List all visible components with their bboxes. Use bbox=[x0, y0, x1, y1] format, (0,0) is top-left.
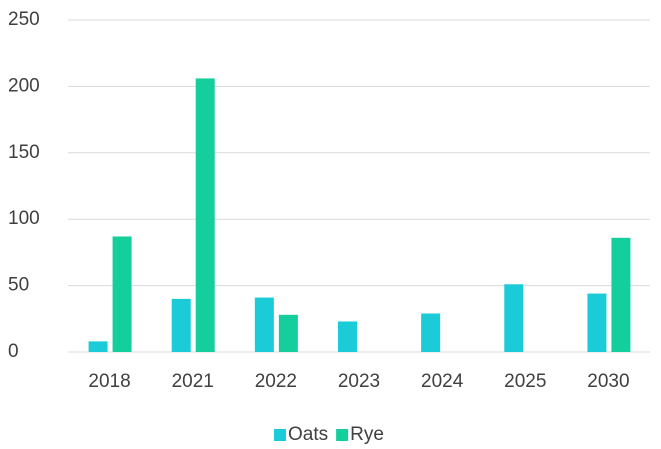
bar bbox=[278, 314, 298, 352]
x-tick-label: 2018 bbox=[88, 371, 130, 392]
bar bbox=[171, 298, 191, 352]
y-tick-label: 250 bbox=[8, 9, 40, 30]
bar bbox=[254, 297, 274, 352]
x-tick-label: 2021 bbox=[172, 371, 214, 392]
x-tick-label: 2025 bbox=[504, 371, 546, 392]
x-tick-label: 2023 bbox=[338, 371, 380, 392]
bar bbox=[88, 341, 108, 352]
x-tick-label: 2030 bbox=[587, 371, 629, 392]
bar bbox=[611, 237, 631, 352]
legend-swatch bbox=[336, 429, 349, 441]
x-tick-label: 2024 bbox=[421, 371, 464, 392]
bar bbox=[504, 284, 524, 352]
legend-label: Oats bbox=[288, 424, 328, 445]
y-tick-label: 200 bbox=[8, 75, 40, 96]
legend-swatch bbox=[274, 429, 286, 441]
bar bbox=[338, 321, 357, 352]
y-tick-label: 150 bbox=[8, 142, 40, 163]
y-tick-label: 100 bbox=[8, 208, 40, 229]
bar bbox=[195, 78, 215, 352]
x-tick-label: 2022 bbox=[255, 371, 297, 392]
y-tick-label: 50 bbox=[8, 275, 29, 296]
legend-label: Rye bbox=[350, 424, 384, 445]
y-tick-label: 0 bbox=[8, 341, 19, 362]
bar bbox=[112, 236, 132, 352]
bar bbox=[587, 293, 607, 352]
bar bbox=[421, 313, 441, 352]
